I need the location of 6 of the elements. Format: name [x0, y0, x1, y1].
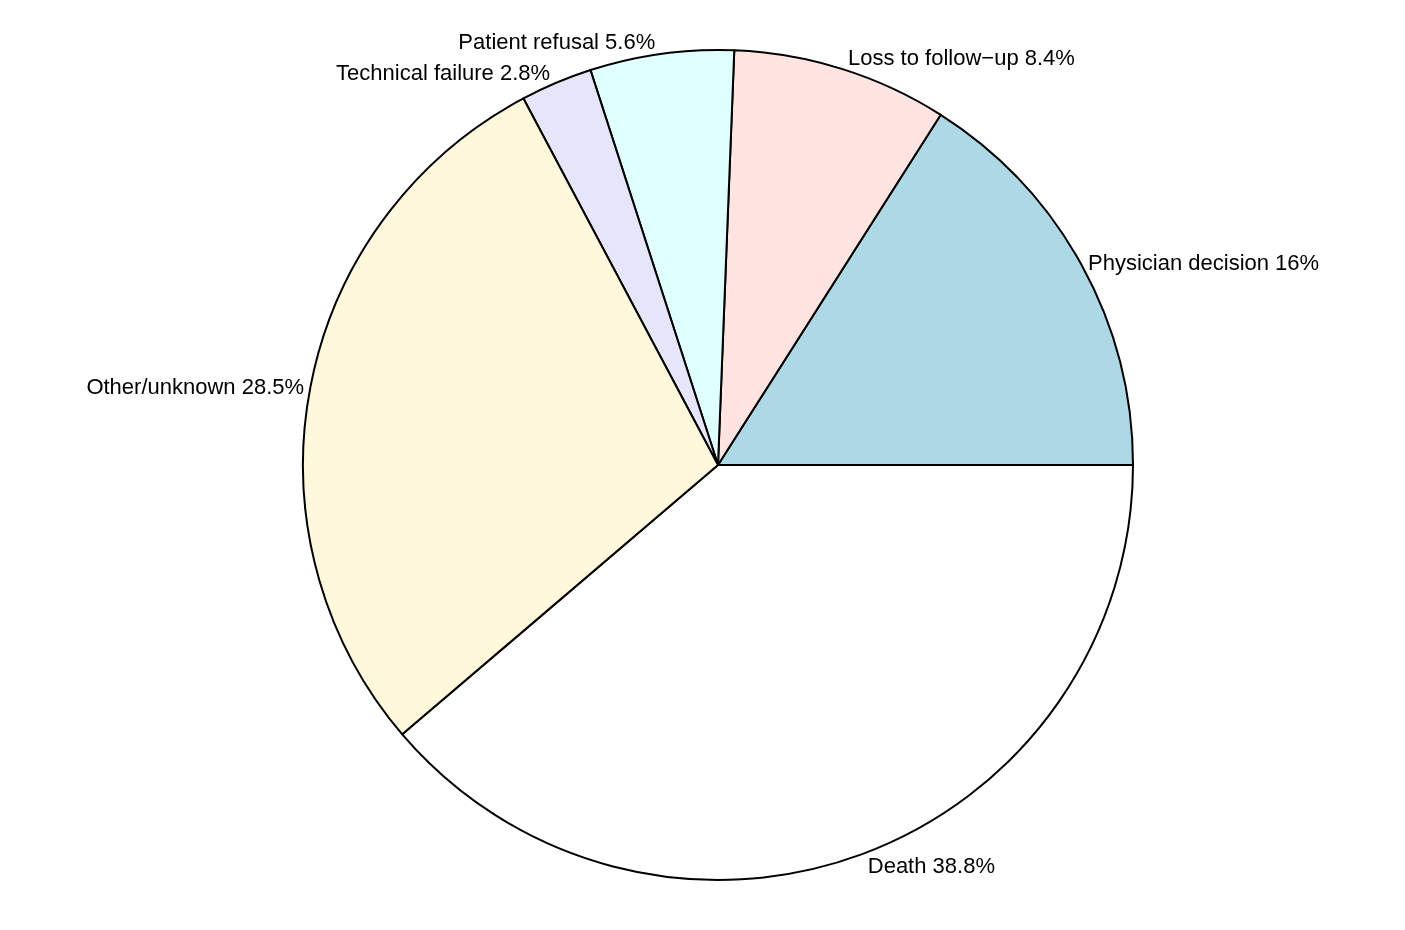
- slice-label: Physician decision 16%: [1088, 249, 1320, 275]
- slice-label: Technical failure 2.8%: [336, 59, 551, 85]
- slice-label: Loss to follow−up 8.4%: [848, 45, 1075, 70]
- slice-label: Other/unknown 28.5%: [86, 374, 305, 400]
- slice-label: Death 38.8%: [867, 852, 995, 878]
- slice-label: Patient refusal 5.6%: [458, 29, 656, 55]
